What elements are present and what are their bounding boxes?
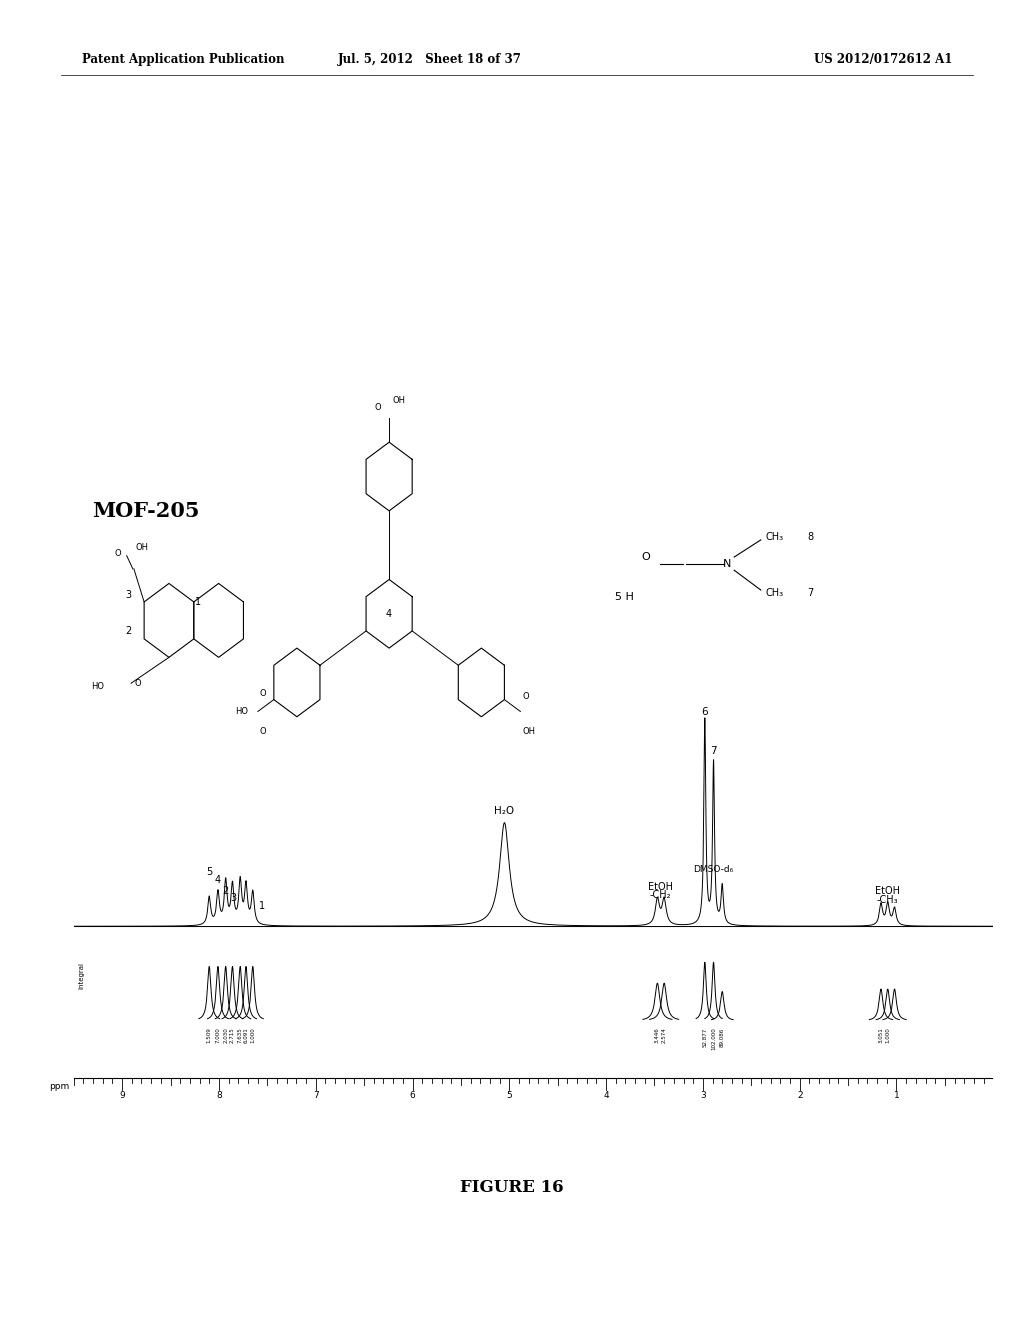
Text: -CH₂: -CH₂: [649, 891, 671, 900]
Text: 8: 8: [216, 1092, 222, 1101]
Text: O: O: [115, 549, 122, 558]
Text: 6: 6: [701, 708, 709, 717]
Text: 7.635: 7.635: [238, 1027, 243, 1043]
Text: O: O: [641, 552, 650, 562]
Text: OH: OH: [392, 396, 406, 405]
Text: Patent Application Publication: Patent Application Publication: [82, 53, 285, 66]
Text: DMSO-d₆: DMSO-d₆: [693, 866, 733, 874]
Text: Integral: Integral: [79, 962, 85, 989]
Text: Jul. 5, 2012   Sheet 18 of 37: Jul. 5, 2012 Sheet 18 of 37: [338, 53, 522, 66]
Text: H₂O: H₂O: [495, 807, 514, 816]
Text: 52.877: 52.877: [702, 1027, 708, 1047]
Text: 1: 1: [195, 597, 201, 607]
Text: HO: HO: [91, 682, 103, 692]
Text: 2.030: 2.030: [223, 1027, 228, 1043]
Text: ppm: ppm: [48, 1082, 69, 1092]
Text: 4: 4: [603, 1092, 609, 1101]
Text: 8: 8: [807, 532, 813, 543]
Text: MOF-205: MOF-205: [92, 502, 200, 521]
Text: 102.000: 102.000: [711, 1027, 716, 1051]
Text: N: N: [723, 558, 731, 569]
Text: 1.509: 1.509: [207, 1027, 212, 1043]
Text: O: O: [375, 403, 381, 412]
Text: O: O: [260, 689, 266, 698]
Text: 2: 2: [125, 627, 132, 636]
Text: 2.715: 2.715: [230, 1027, 234, 1043]
Text: 1.000: 1.000: [886, 1027, 890, 1043]
Text: 7.000: 7.000: [215, 1027, 220, 1043]
Text: 89.086: 89.086: [720, 1027, 725, 1047]
Text: US 2012/0172612 A1: US 2012/0172612 A1: [814, 53, 952, 66]
Text: 2: 2: [797, 1092, 803, 1101]
Text: 3.051: 3.051: [879, 1027, 884, 1043]
Text: 2.574: 2.574: [662, 1027, 667, 1043]
Text: EtOH: EtOH: [876, 886, 900, 896]
Text: CH₃: CH₃: [766, 587, 784, 598]
Text: O: O: [260, 727, 266, 737]
Text: 1.000: 1.000: [250, 1027, 255, 1043]
Text: 2: 2: [222, 886, 228, 896]
Text: 4: 4: [386, 609, 392, 619]
Text: 7: 7: [711, 746, 717, 756]
Text: OH: OH: [522, 727, 536, 737]
Text: 7: 7: [313, 1092, 318, 1101]
Text: 5 H: 5 H: [615, 591, 634, 602]
Text: 3: 3: [126, 590, 132, 599]
Text: 6: 6: [410, 1092, 416, 1101]
Text: 9: 9: [119, 1092, 125, 1101]
Text: 5: 5: [507, 1092, 512, 1101]
Text: 5: 5: [206, 867, 212, 876]
Text: O: O: [135, 678, 141, 688]
Text: 3: 3: [700, 1092, 706, 1101]
Text: O: O: [522, 692, 529, 701]
Text: HO: HO: [234, 708, 248, 715]
Text: 1: 1: [259, 902, 265, 911]
Text: 3.446: 3.446: [655, 1027, 659, 1043]
Text: 7: 7: [807, 587, 813, 598]
Text: CH₃: CH₃: [766, 532, 784, 543]
Text: 1: 1: [894, 1092, 899, 1101]
Text: 4: 4: [215, 875, 221, 886]
Text: FIGURE 16: FIGURE 16: [460, 1180, 564, 1196]
Text: 3: 3: [230, 892, 237, 903]
Text: -CH₃: -CH₃: [877, 895, 899, 904]
Text: OH: OH: [136, 543, 148, 552]
Text: EtOH: EtOH: [648, 882, 673, 892]
Text: 6.091: 6.091: [244, 1027, 249, 1043]
